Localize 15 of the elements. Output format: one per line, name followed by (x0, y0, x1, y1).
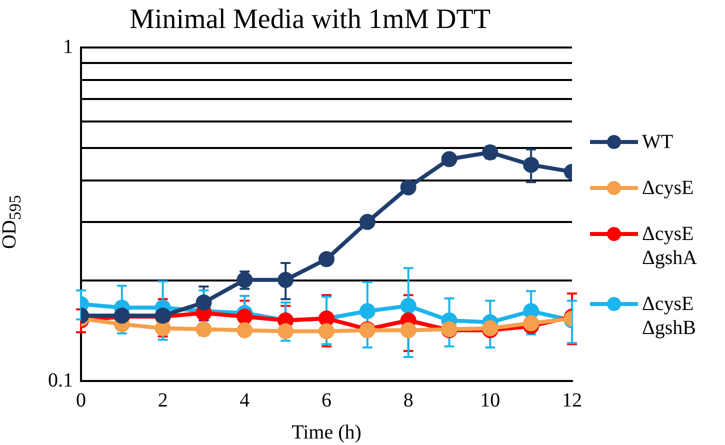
x-tick-label: 2 (158, 389, 168, 412)
y-tick-label: 0.1 (48, 369, 73, 392)
x-tick-label: 0 (76, 389, 86, 412)
y-tick-label: 1 (63, 36, 73, 58)
x-tick-label: 6 (322, 389, 332, 412)
x-tick-label: 4 (240, 389, 250, 412)
legend-label: ΔcysE ΔgshB (642, 292, 697, 340)
x-tick-label: 12 (562, 389, 582, 412)
x-tick-label: 8 (403, 389, 414, 412)
x-axis-title: Time (h) (292, 421, 362, 444)
legend-label: ΔcysE (642, 176, 695, 200)
chart-title: Minimal Media with 1mM DTT (130, 4, 490, 36)
x-tick-label: 10 (480, 389, 500, 412)
legend-label: ΔcysE ΔgshA (642, 222, 698, 270)
legend-label: WT (642, 130, 674, 154)
